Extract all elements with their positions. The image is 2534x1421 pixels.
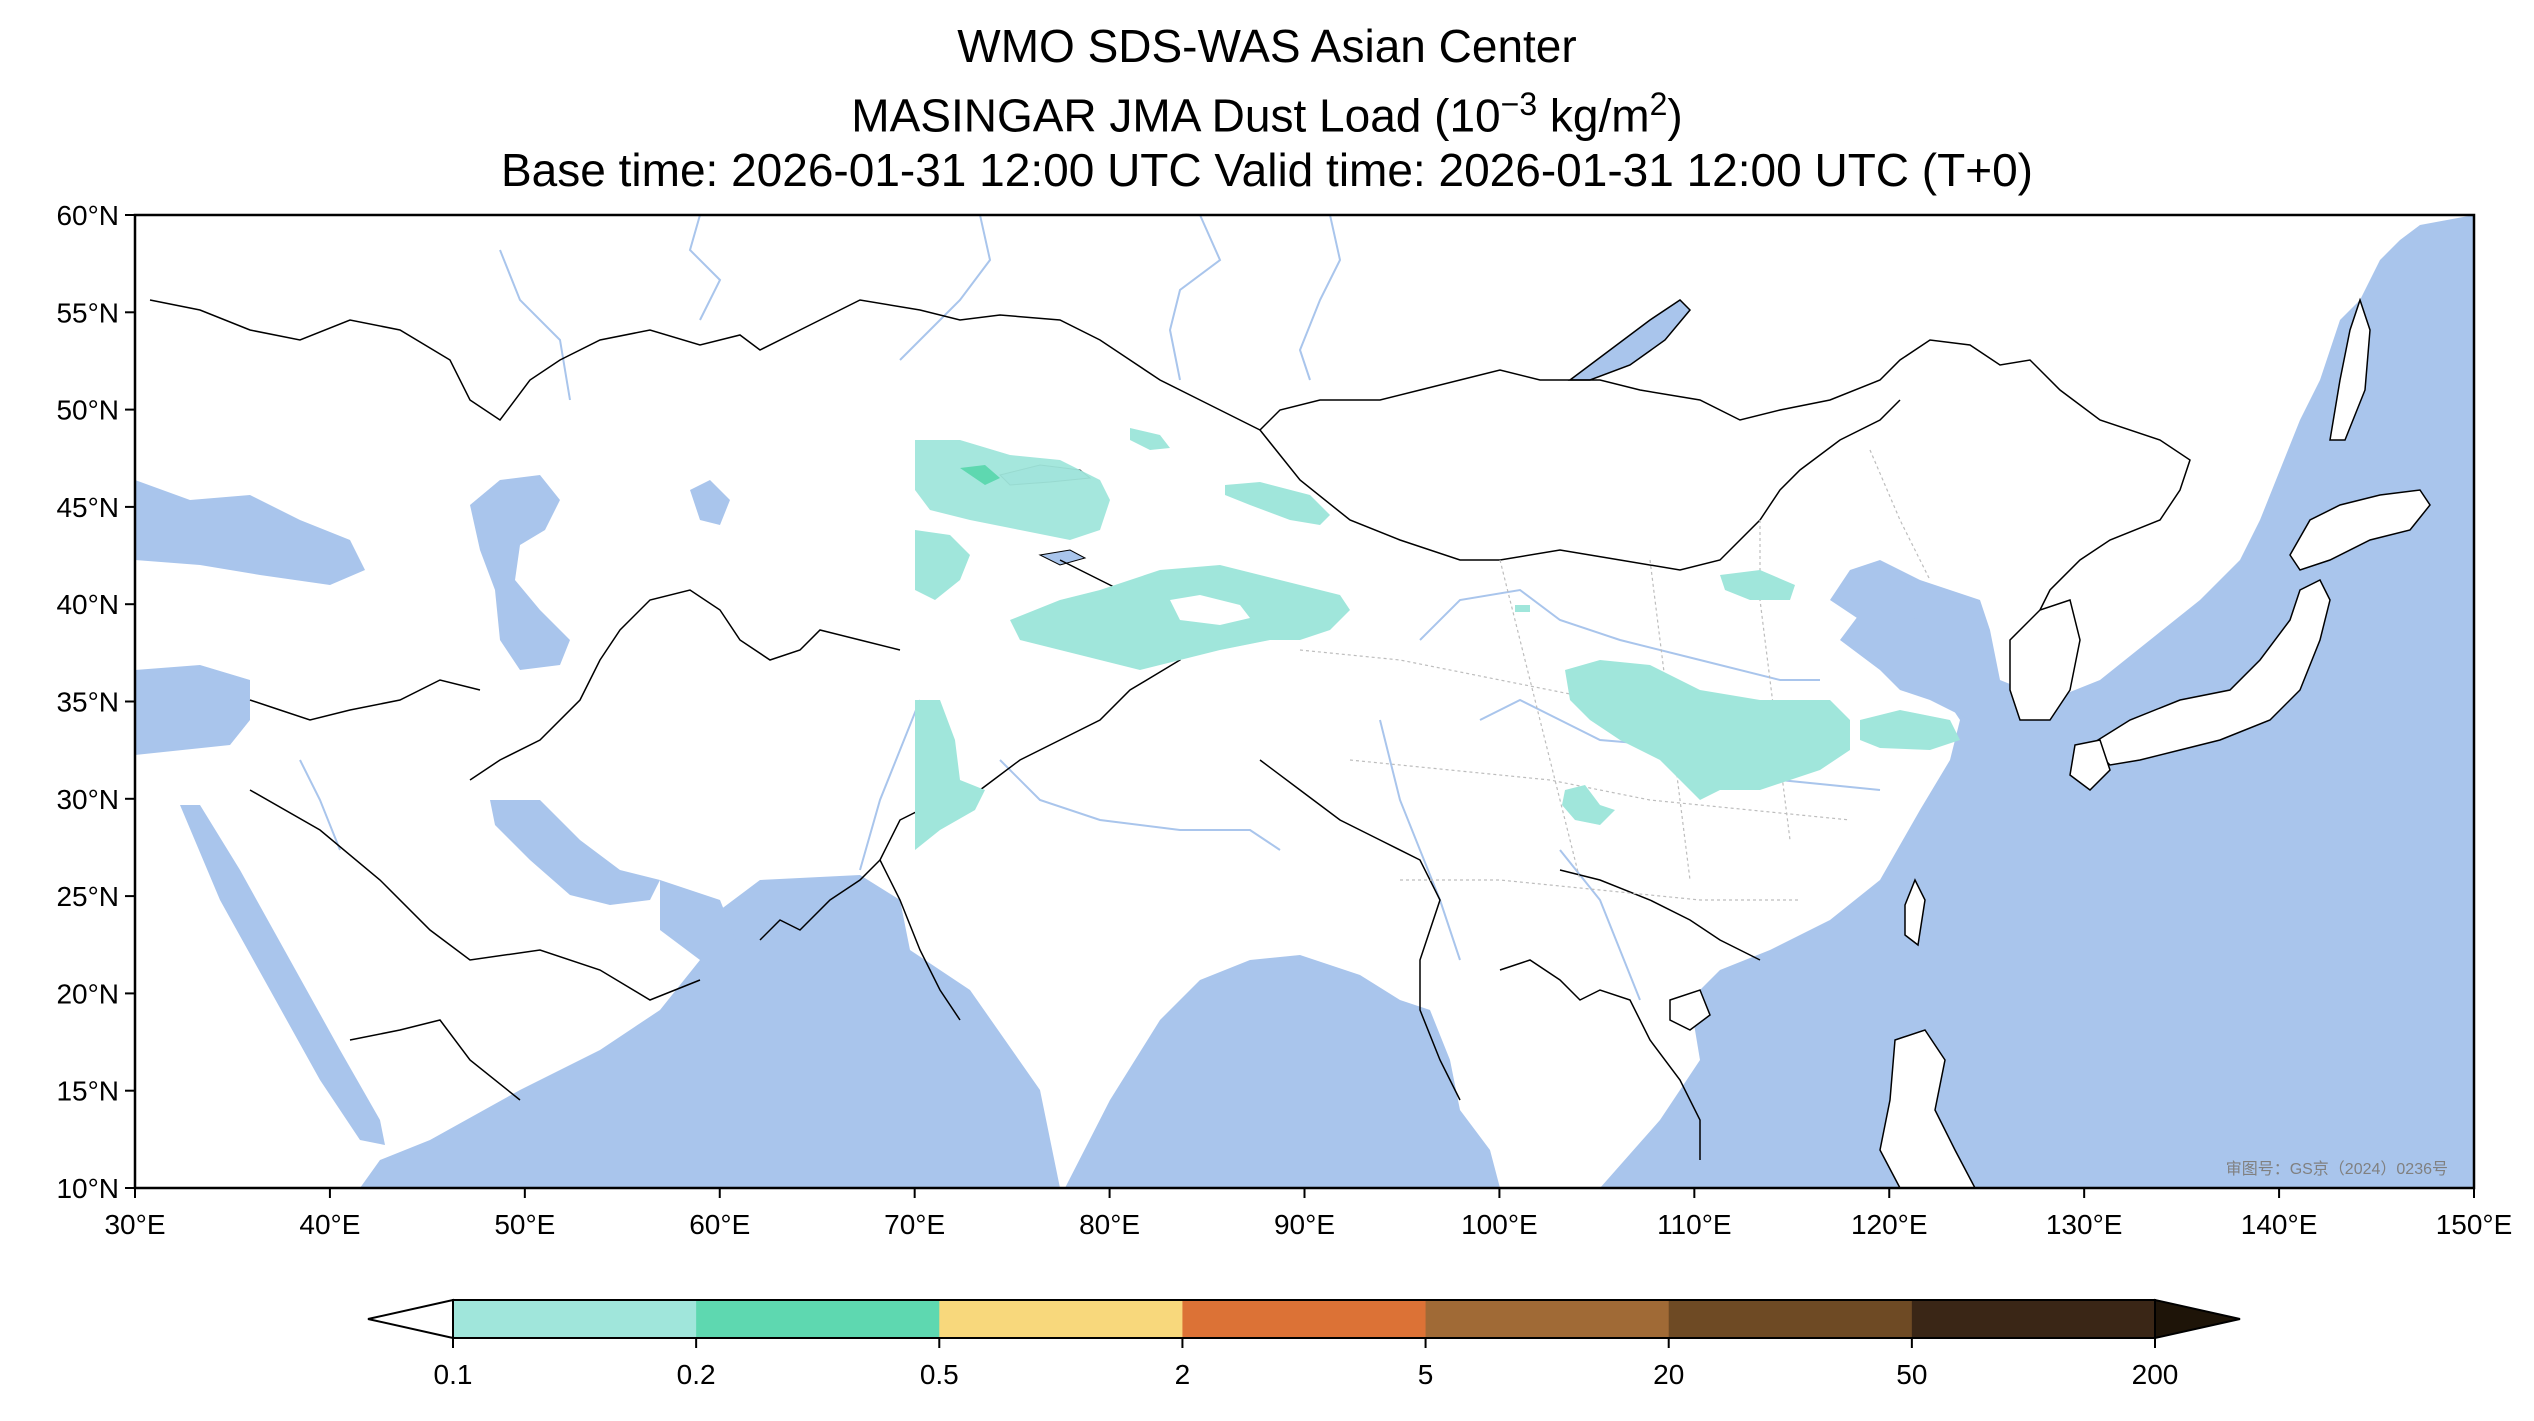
dust-tibet-dot — [1515, 605, 1530, 612]
colorbar-tick-label: 5 — [1418, 1359, 1434, 1390]
map-approval-watermark: 审图号：GS京（2024）0236号 — [2226, 1160, 2448, 1178]
subtitle-prefix: MASINGAR JMA Dust Load (10 — [851, 89, 1501, 142]
colorbar-segment — [1911, 1300, 2156, 1338]
colorbar-over-arrow — [2154, 1298, 2241, 1340]
dust-ordos-patch — [1720, 570, 1795, 600]
colorbar-segment — [453, 1300, 697, 1338]
dust-sichuan-patch — [1562, 785, 1615, 825]
latitude-ticks: 60°N 55°N 50°N 45°N 40°N 35°N 30°N 25°N 20°N 15°N… — [56, 200, 135, 1204]
dust-kazakhstan-balkhash — [915, 440, 1110, 540]
dust-fergana — [915, 530, 970, 600]
lat-tick-label: 10°N — [56, 1173, 119, 1204]
mediterranean-sea — [135, 665, 250, 755]
colorbar-under-arrow — [367, 1298, 454, 1340]
bay-of-bengal — [1065, 955, 1500, 1188]
country-borders — [149, 299, 2191, 1160]
dust-altai-patch — [1225, 482, 1330, 525]
dust-shandong-patch — [1860, 710, 1960, 750]
lat-tick-label: 30°N — [56, 784, 119, 815]
lon-tick-label: 150°E — [2436, 1209, 2513, 1240]
gulf-of-oman — [660, 880, 740, 960]
colorbar-tick-label: 2 — [1175, 1359, 1191, 1390]
colorbar-segment — [696, 1300, 940, 1338]
lon-tick-label: 60°E — [689, 1209, 750, 1240]
colorbar-tick-label: 50 — [1896, 1359, 1927, 1390]
sakhalin — [2329, 297, 2371, 441]
caspian-sea — [470, 475, 570, 670]
lon-tick-label: 120°E — [1851, 1209, 1928, 1240]
issyk-kul — [1038, 549, 1087, 566]
dust-kazakh-east-patch — [1130, 428, 1170, 450]
lat-tick-label: 35°N — [56, 687, 119, 718]
yellow-sea — [1840, 590, 2010, 720]
colorbar-frame — [452, 1299, 2156, 1339]
lon-tick-label: 110°E — [1657, 1209, 1732, 1240]
persian-gulf — [490, 800, 660, 905]
lat-tick-label: 55°N — [56, 297, 119, 328]
colorbar-tick-label: 0.5 — [920, 1359, 959, 1390]
dust-tarim-hole — [1170, 595, 1250, 625]
lon-tick-label: 140°E — [2241, 1209, 2318, 1240]
subtitle-unit-exponent: 2 — [1649, 86, 1668, 122]
chart-subtitle: MASINGAR JMA Dust Load (10−3 kg/m2) — [0, 76, 2534, 143]
lon-tick-label: 80°E — [1079, 1209, 1140, 1240]
colorbar-tick-label: 0.2 — [677, 1359, 716, 1390]
lat-tick-label: 20°N — [56, 978, 119, 1009]
subtitle-exponent: −3 — [1500, 86, 1538, 122]
dust-shading — [915, 428, 1960, 850]
red-sea — [180, 805, 385, 1145]
lat-tick-label: 40°N — [56, 589, 119, 620]
lat-tick-label: 50°N — [56, 395, 119, 426]
colorbar-tick-label: 200 — [2132, 1359, 2179, 1390]
lon-tick-label: 30°E — [104, 1209, 165, 1240]
colorbar-segment — [939, 1300, 1183, 1338]
lat-tick-label: 45°N — [56, 492, 119, 523]
lon-tick-label: 90°E — [1274, 1209, 1335, 1240]
lat-tick-label: 60°N — [56, 200, 119, 231]
lon-tick-label: 100°E — [1461, 1209, 1538, 1240]
hainan — [1669, 989, 1711, 1031]
colorbar-segment — [1425, 1300, 1670, 1338]
japan-honshu — [2088, 578, 2331, 766]
colorbar-tick-label: 0.1 — [434, 1359, 473, 1390]
korea-peninsula — [2009, 599, 2081, 721]
indian-ocean — [360, 875, 1060, 1188]
taiwan — [1904, 878, 1926, 947]
lon-tick-label: 40°E — [299, 1209, 360, 1240]
aral-sea — [690, 480, 730, 525]
longitude-ticks: 30°E 40°E 50°E 60°E 70°E 80°E 90°E 100°E 110°E 12… — [104, 1188, 2512, 1240]
lake-baikal — [1567, 299, 1692, 381]
lat-tick-label: 25°N — [56, 881, 119, 912]
japan-hokkaido — [2289, 489, 2431, 571]
philippines — [1879, 1029, 1976, 1188]
colorbar-segment — [1182, 1300, 1427, 1338]
lon-tick-label: 130°E — [2046, 1209, 2123, 1240]
colorbar-tick-label: 20 — [1653, 1359, 1684, 1390]
subtitle-suffix: ) — [1667, 89, 1683, 142]
map-layers: 审图号：GS京（2024）0236号 — [135, 215, 2474, 1188]
colorbar-segment — [1668, 1300, 1913, 1338]
lat-tick-label: 15°N — [56, 1076, 119, 1107]
colorbar: 0.1 0.2 0.5 2 5 20 50 200 — [367, 1298, 2241, 1390]
lon-tick-label: 70°E — [884, 1209, 945, 1240]
dust-pakistan-thar — [915, 700, 985, 850]
chart-title: WMO SDS-WAS Asian Center — [957, 20, 1577, 72]
time-info: Base time: 2026-01-31 12:00 UTC Valid ti… — [501, 144, 2033, 196]
dust-balkhash-core — [960, 465, 1000, 485]
japan-kyushu — [2069, 739, 2111, 791]
bohai-gulf — [1870, 580, 1940, 620]
black-sea — [135, 480, 365, 585]
province-borders — [1299, 449, 1931, 901]
lon-tick-label: 50°E — [494, 1209, 555, 1240]
subtitle-unit: kg/m — [1537, 89, 1650, 142]
dust-north-china-plain — [1565, 660, 1850, 800]
